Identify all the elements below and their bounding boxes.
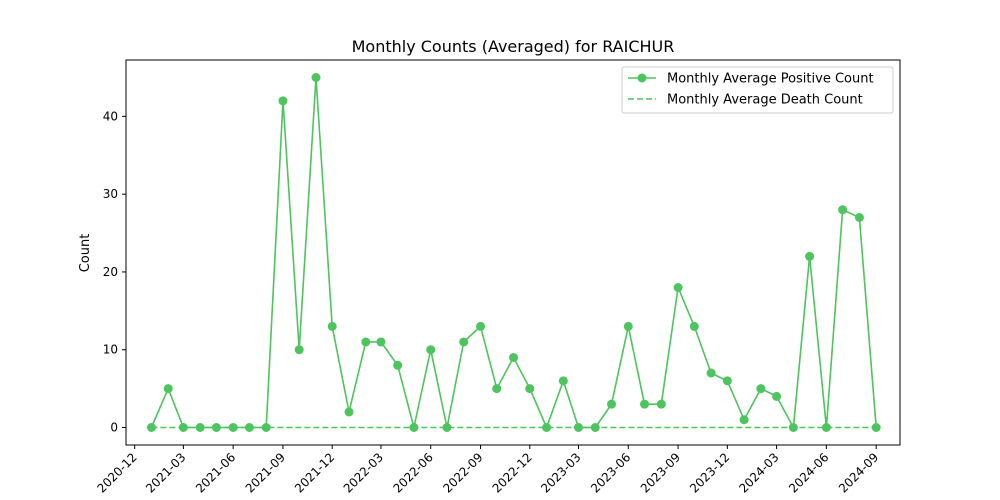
legend-label-0: Monthly Average Positive Count [667, 72, 874, 87]
legend-label-1: Monthly Average Death Count [667, 93, 863, 108]
data-point [525, 384, 535, 394]
x-tick-label: 2021-09 [243, 450, 288, 495]
data-point [656, 399, 666, 409]
data-point [673, 283, 683, 292]
data-point [426, 345, 436, 355]
x-tick-label: 2024-09 [836, 450, 881, 495]
data-point [327, 321, 337, 331]
data-point [756, 384, 766, 394]
x-tick-label: 2023-06 [588, 450, 633, 495]
data-point [854, 213, 864, 222]
x-tick-label: 2023-12 [687, 450, 732, 495]
data-point [344, 407, 354, 417]
data-point [772, 391, 782, 401]
x-tick-label: 2024-03 [736, 450, 781, 495]
legend: Monthly Average Positive Count Monthly Av… [621, 66, 894, 114]
y-axis-label: Count [78, 234, 93, 273]
data-point [376, 337, 386, 347]
chart-title: Monthly Counts (Averaged) for RAICHUR [352, 37, 675, 56]
data-point [607, 399, 617, 409]
data-point [640, 399, 650, 409]
data-point [706, 368, 716, 378]
data-point [278, 96, 288, 106]
data-point [623, 321, 633, 331]
data-point [492, 384, 502, 394]
data-point [442, 423, 452, 432]
y-tick-label: 20 [103, 265, 118, 279]
data-point [558, 376, 568, 386]
data-point [163, 384, 173, 394]
data-point [393, 360, 403, 370]
y-tick-label: 40 [103, 109, 118, 123]
data-point [459, 337, 469, 347]
x-tick-label: 2020-12 [94, 450, 139, 495]
data-point [838, 205, 848, 215]
x-tick-label: 2022-12 [490, 450, 535, 495]
data-point [542, 423, 552, 432]
data-point [739, 415, 749, 425]
x-tick-label: 2021-03 [143, 450, 188, 495]
x-tick-label: 2022-03 [341, 450, 386, 495]
y-tick-label: 0 [110, 421, 118, 435]
data-point [821, 423, 831, 432]
data-point [244, 423, 254, 432]
data-point [361, 337, 371, 347]
data-point [476, 321, 486, 331]
data-point [261, 423, 271, 432]
x-tick-label: 2024-06 [786, 450, 831, 495]
plot-frame [125, 59, 901, 446]
data-point [294, 345, 304, 355]
x-tick-label: 2021-06 [193, 450, 238, 495]
data-point [805, 251, 815, 261]
legend-box [621, 66, 894, 114]
y-tick-label: 10 [103, 343, 118, 357]
series-line-0 [150, 76, 877, 429]
x-tick-label: 2022-06 [390, 450, 435, 495]
x-tick-label: 2023-03 [538, 450, 583, 495]
legend-marker [637, 73, 647, 83]
x-tick-label: 2023-09 [638, 450, 683, 495]
data-point [311, 73, 321, 82]
data-point [689, 321, 699, 331]
x-tick-label: 2021-12 [292, 450, 337, 495]
data-point [722, 376, 732, 386]
y-tick-label: 30 [103, 187, 118, 201]
x-tick-label: 2022-09 [440, 450, 485, 495]
data-point [509, 353, 519, 362]
